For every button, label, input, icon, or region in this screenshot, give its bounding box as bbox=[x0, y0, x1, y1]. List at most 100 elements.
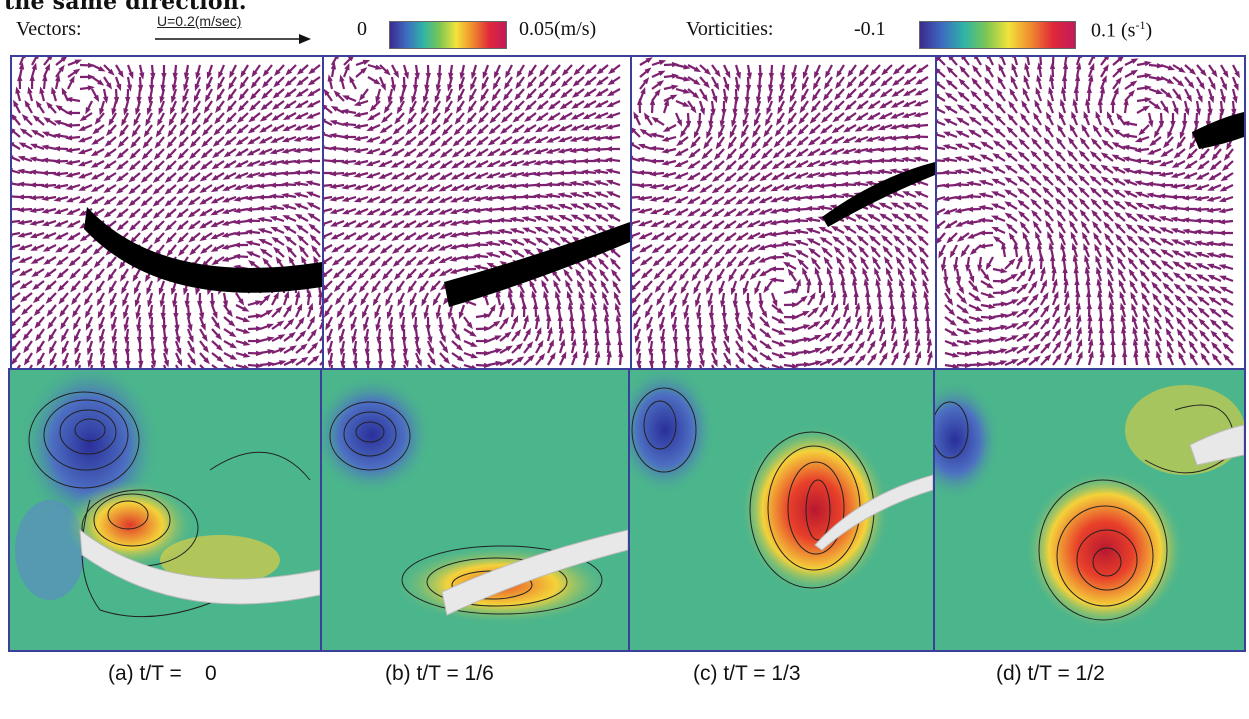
vector-arrowhead bbox=[1066, 162, 1074, 170]
vector-arrowhead bbox=[346, 285, 353, 293]
vector-arrowhead bbox=[880, 80, 888, 87]
vector-arrowhead bbox=[1000, 278, 1008, 284]
vector-arrowhead bbox=[403, 234, 411, 241]
vector-arrowhead bbox=[1089, 150, 1097, 158]
vector-arrowhead bbox=[48, 346, 55, 355]
vector-arrowhead bbox=[390, 222, 399, 229]
vector-arrowhead bbox=[781, 241, 789, 247]
velocity-vector bbox=[759, 364, 768, 368]
vector-arrowhead bbox=[1161, 271, 1169, 278]
vector-arrowhead bbox=[242, 328, 251, 334]
vector-arrowhead bbox=[35, 100, 42, 108]
vector-arrowhead bbox=[221, 197, 230, 203]
vector-arrowhead bbox=[200, 323, 206, 331]
vector-arrowhead bbox=[461, 254, 469, 261]
vector-arrowhead bbox=[992, 153, 1000, 160]
vector-arrowhead bbox=[477, 117, 485, 124]
vector-arrowhead bbox=[419, 117, 426, 126]
vector-arrowhead bbox=[566, 290, 572, 299]
vector-arrowhead bbox=[954, 156, 962, 162]
vector-arrowhead bbox=[342, 95, 350, 101]
vector-arrowhead bbox=[545, 204, 553, 210]
vector-arrowhead bbox=[616, 326, 622, 334]
vector-arrowhead bbox=[557, 203, 566, 209]
vector-arrowhead bbox=[123, 311, 129, 320]
velocity-vector bbox=[162, 364, 167, 368]
vector-arrowhead bbox=[584, 68, 592, 76]
vector-arrowhead bbox=[497, 195, 505, 201]
vector-arrowhead bbox=[795, 278, 801, 287]
vector-arrowhead bbox=[392, 128, 400, 135]
vector-arrowhead bbox=[1194, 229, 1202, 235]
vector-arrowhead bbox=[661, 197, 670, 203]
vector-arrowhead bbox=[749, 273, 757, 281]
vector-arrowhead bbox=[611, 268, 618, 277]
vector-arrowhead bbox=[330, 62, 337, 70]
vector-arrowhead bbox=[438, 174, 447, 181]
vector-arrowhead bbox=[1096, 278, 1102, 286]
vector-arrowhead bbox=[854, 126, 862, 132]
vector-arrowhead bbox=[710, 336, 717, 344]
velocity-vector bbox=[415, 364, 419, 368]
vector-arrowhead bbox=[177, 236, 185, 244]
vector-arrowhead bbox=[417, 128, 425, 136]
vector-arrowhead bbox=[1195, 263, 1203, 269]
vector-arrowhead bbox=[603, 314, 610, 322]
vector-arrowhead bbox=[485, 184, 493, 190]
vector-arrowhead bbox=[330, 234, 338, 240]
vector-arrowhead bbox=[29, 169, 37, 175]
vector-arrowhead bbox=[17, 245, 26, 251]
vector-arrowhead bbox=[214, 117, 221, 125]
vector-arrowhead bbox=[1158, 193, 1166, 199]
vector-arrowhead bbox=[779, 365, 784, 368]
vector-arrowhead bbox=[1101, 139, 1109, 146]
vector-arrowhead bbox=[375, 64, 383, 70]
vector-arrowhead bbox=[669, 299, 675, 307]
vector-arrowhead bbox=[103, 199, 111, 206]
vector-arrowhead bbox=[275, 256, 282, 264]
vector-arrowhead bbox=[728, 274, 735, 282]
vector-arrowhead bbox=[1184, 273, 1192, 280]
vector-arrowhead bbox=[1195, 273, 1204, 280]
vector-arrowhead bbox=[736, 164, 744, 172]
velocity-vector bbox=[937, 159, 946, 163]
vector-arrowhead bbox=[509, 216, 517, 223]
vector-arrowhead bbox=[797, 258, 805, 266]
vector-arrowhead bbox=[688, 151, 696, 159]
vector-arrowhead bbox=[174, 324, 180, 332]
vector-arrowhead bbox=[485, 195, 493, 202]
vector-arrowhead bbox=[834, 93, 841, 101]
vector-arrowhead bbox=[1115, 76, 1122, 85]
vector-arrowhead bbox=[142, 141, 150, 149]
vector-arrowhead bbox=[593, 124, 602, 130]
vector-arrowhead bbox=[451, 162, 459, 169]
vector-arrowhead bbox=[1207, 274, 1215, 281]
vector-arrowhead bbox=[753, 119, 760, 127]
vector-arrowhead bbox=[1112, 200, 1121, 207]
vector-arrowhead bbox=[1182, 217, 1190, 223]
vector-arrowhead bbox=[944, 92, 953, 99]
vector-arrowhead bbox=[257, 172, 265, 178]
vector-arrowhead bbox=[902, 101, 910, 108]
velocity-vector bbox=[324, 133, 333, 139]
vector-arrowhead bbox=[769, 254, 777, 261]
vector-arrowhead bbox=[1021, 296, 1030, 303]
vector-arrowhead bbox=[187, 211, 195, 218]
vector-arrowhead bbox=[189, 346, 195, 355]
vector-arrowhead bbox=[201, 140, 209, 148]
vector-arrowhead bbox=[376, 336, 382, 344]
vector-arrowhead bbox=[372, 298, 379, 307]
vector-arrowhead bbox=[817, 183, 825, 189]
velocity-vector bbox=[632, 157, 641, 163]
vector-arrowhead bbox=[587, 268, 594, 277]
vector-arrowhead bbox=[1034, 99, 1040, 107]
vector-arrowhead bbox=[649, 209, 658, 215]
vector-arrowhead bbox=[735, 187, 743, 194]
vector-arrowhead bbox=[462, 173, 470, 180]
vector-arrowhead bbox=[293, 147, 301, 154]
vector-arrowhead bbox=[778, 329, 786, 335]
vector-arrowhead bbox=[153, 153, 161, 160]
vector-arrowhead bbox=[545, 148, 554, 154]
vector-arrowhead bbox=[686, 360, 693, 368]
vector-arrowhead bbox=[1042, 197, 1050, 205]
